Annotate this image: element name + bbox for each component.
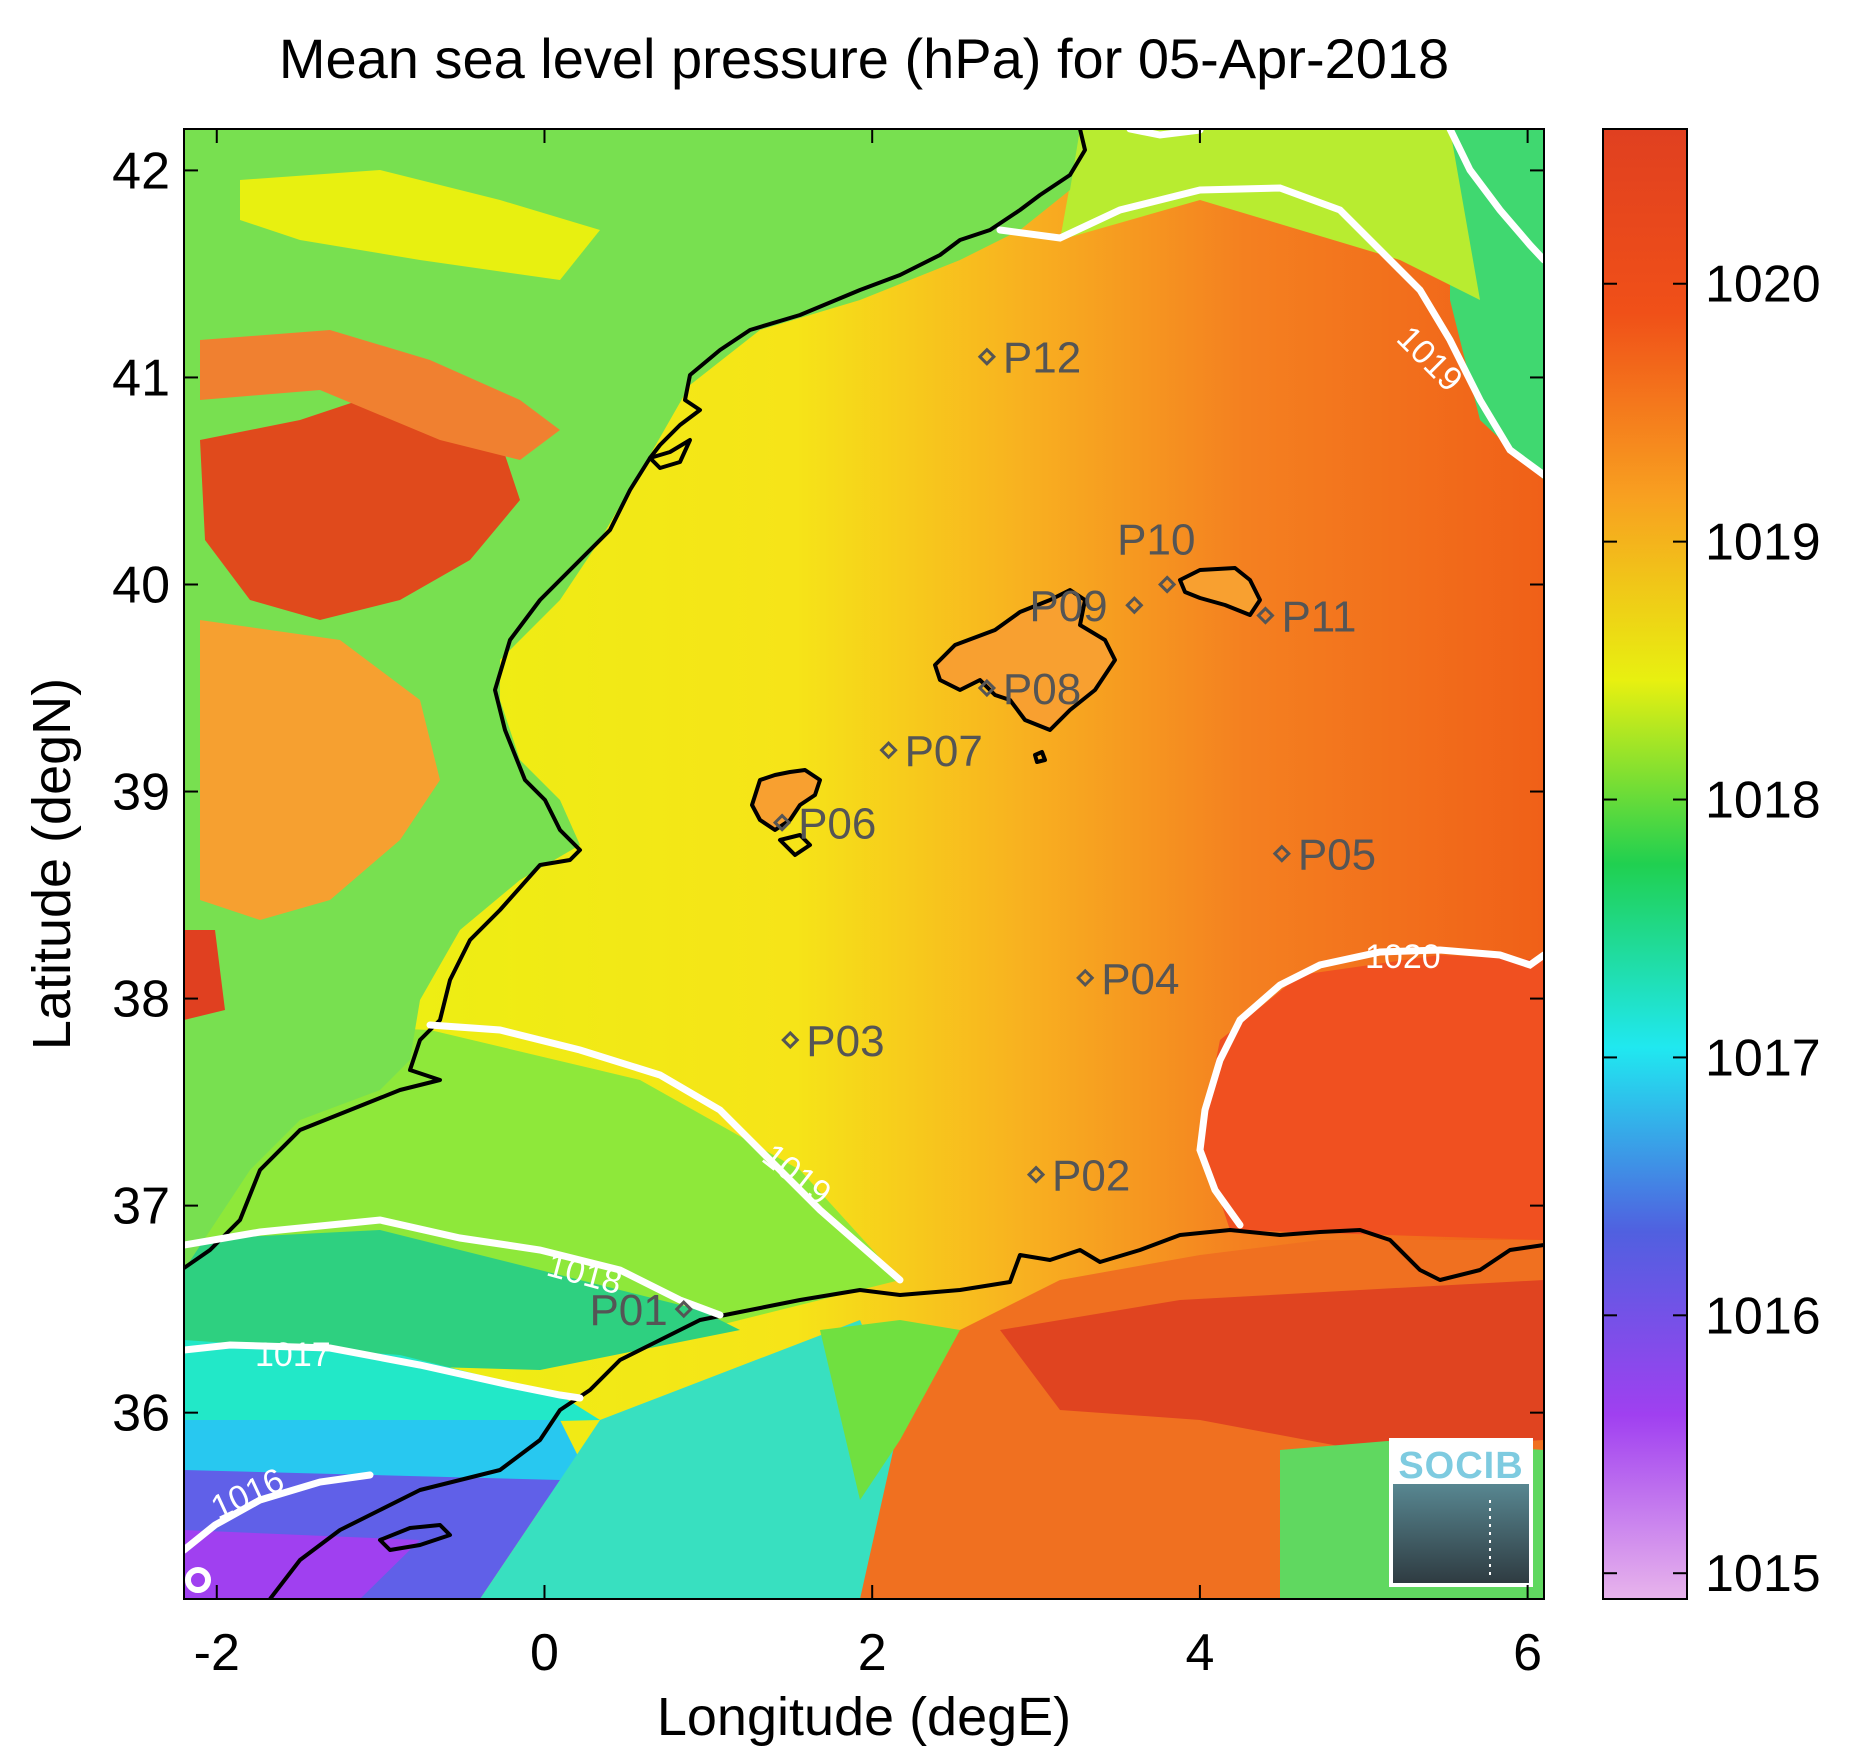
colorbar-tick-label: 1020 [1705,256,1821,314]
isobar-1016 [184,1471,374,1554]
y-tick-label: 38 [112,971,170,1029]
sea-yellowgreen-north [1060,129,1480,300]
station-label: P08 [1003,665,1081,714]
station-marker [1125,596,1144,615]
x-tick-label: -2 [194,1624,240,1682]
land-yellow-patches [240,170,600,280]
isobar-1019-top [1126,129,1204,139]
y-tick-label: 40 [112,556,170,614]
station-marker [1026,1165,1046,1184]
y-tick-label: 42 [112,142,170,200]
sea-high-pressure-east [1200,955,1544,1240]
y-tick-label: 36 [112,1385,170,1443]
station-label: P03 [806,1017,884,1066]
coastline-ibiza [750,768,822,832]
station-marker [1256,606,1275,625]
station-label: P05 [1298,831,1376,880]
sea-purple-band [184,1530,420,1599]
station-marker [1272,844,1291,863]
x-tick-label: 6 [1513,1624,1542,1682]
station-marker [674,1300,693,1319]
island-menorca-fill [1180,568,1260,615]
land-africa-west [480,1320,900,1599]
map-area: 1016 1017 1018 1019 1019 1020 P01P02P03P… [184,129,1544,1599]
coastline-alboran [378,1523,452,1552]
isobar-1019-north [996,184,1544,479]
isobar-1018 [184,1216,724,1319]
sea-green-band [184,1230,740,1370]
station-label: P07 [905,727,983,776]
station-label: P04 [1101,955,1179,1004]
land-highland-center [200,400,520,620]
colorbar-ticks: 1015 1016 1017 1018 1019 1020 [1603,256,1821,1603]
colorbar-tick-label: 1017 [1705,1029,1821,1087]
colorbar-bar [1602,128,1688,1600]
coastline-ebro-delta [648,438,692,470]
logo-text: SOCIB [1398,1445,1523,1487]
land-red-west [184,930,225,1020]
coastline-menorca [1178,566,1262,617]
station-marker [977,347,997,366]
coastline-cabrera [1033,750,1047,764]
coastline-africa [268,1228,1544,1599]
socib-logo: SOCIB [1389,1438,1533,1587]
land-highland-south [200,620,440,920]
chart-title: Mean sea level pressure (hPa) for 05-Apr… [279,27,1449,90]
isobars [184,129,1544,1593]
x-tick-label: 2 [858,1624,887,1682]
land-africa-red [1000,1280,1544,1450]
land-highland-north [200,330,560,460]
island-ibiza-fill [752,770,820,830]
station-marker [772,813,792,832]
x-tick-label: 0 [530,1624,559,1682]
coastline-formentera [778,833,812,857]
station-label: P06 [798,800,876,849]
isobar-1020 [1196,946,1544,1229]
y-tick-label: 37 [112,1178,170,1236]
colorbar-tick-label: 1018 [1705,772,1821,830]
y-axis-label: Latitude (degN) [22,678,82,1050]
colorbar-tick-label: 1015 [1705,1545,1821,1603]
isobar-1015-ring [185,1567,211,1593]
y-tick-label: 41 [112,349,170,407]
x-tick-label: 4 [1185,1624,1214,1682]
station-marker [781,1030,800,1050]
isobar-label: 1017 [255,1336,331,1374]
x-axis: -2 0 2 4 6 [194,129,1542,1682]
station-marker [879,741,898,760]
island-mallorca-fill [935,590,1115,730]
x-axis-label: Longitude (degE) [657,1687,1071,1747]
station-label: P09 [1029,582,1107,631]
logo-top [1393,1442,1529,1484]
station-marker [1158,575,1177,594]
colorbar: 1015 1016 1017 1018 1019 1020 [1602,128,1821,1603]
y-axis: 36 37 38 39 40 41 42 [112,142,1544,1443]
plot-frame [183,128,1545,1600]
y-tick-label: 39 [112,764,170,822]
coastlines [184,129,1544,1599]
coastline-mallorca [933,588,1117,732]
station-marker [977,678,997,698]
sea-teal-band [184,1340,600,1430]
land-africa-green [820,1320,960,1500]
isobar-1019-south [426,1021,904,1284]
station-label: P01 [589,1286,667,1335]
isobar-label: 1020 [1365,938,1441,976]
station-label: P10 [1117,515,1195,564]
station-label: P02 [1052,1152,1130,1201]
colorbar-tick-label: 1016 [1705,1287,1821,1345]
station-label: P11 [1281,593,1356,642]
station-label: P12 [1003,334,1081,383]
station-marker [1076,968,1095,987]
isobar-1017 [184,1341,584,1402]
isobar-1019-nepart [1446,129,1544,264]
coastline-iberia [184,129,1087,1270]
colorbar-tick-label: 1019 [1705,514,1821,572]
